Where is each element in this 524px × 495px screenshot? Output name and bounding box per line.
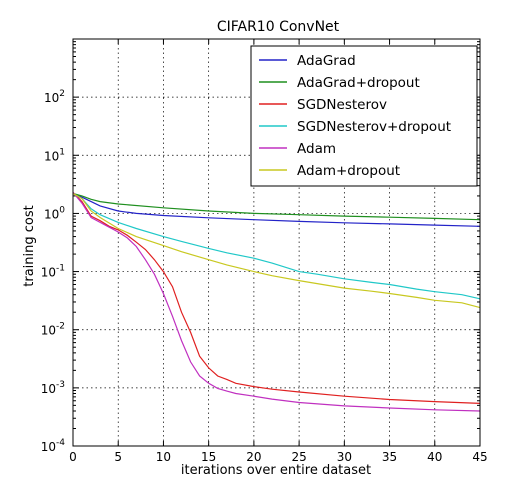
- x-tick-label: 35: [382, 450, 397, 464]
- legend-label: Adam+dropout: [297, 163, 400, 179]
- y-tick-label: 102: [44, 89, 65, 105]
- x-tick-label: 25: [291, 450, 306, 464]
- y-tick-label: 10-3: [41, 380, 65, 396]
- x-tick-label: 45: [472, 450, 487, 464]
- x-tick-label: 20: [246, 450, 261, 464]
- y-tick-label: 100: [44, 205, 65, 221]
- series-lines: [72, 191, 481, 412]
- legend-label: AdaGrad: [297, 53, 356, 69]
- series-line: [72, 192, 481, 309]
- legend-label: AdaGrad+dropout: [297, 75, 420, 91]
- x-tick-label: 40: [427, 450, 442, 464]
- series-line: [72, 192, 481, 300]
- x-tick-label: 30: [337, 450, 352, 464]
- x-tick-label: 15: [201, 450, 216, 464]
- series-line: [72, 191, 481, 404]
- legend: AdaGrad AdaGrad+dropout SGDNesterov SGDNest…: [250, 45, 478, 187]
- legend-label: SGDNesterov: [297, 97, 387, 113]
- x-tick-label: 5: [114, 450, 122, 464]
- chart-title: CIFAR10 ConvNet: [217, 19, 340, 35]
- y-tick-label: 101: [44, 147, 65, 163]
- x-tick-label: 10: [156, 450, 171, 464]
- y-tick-label: 10-4: [41, 438, 66, 454]
- x-tick-label: 0: [69, 450, 77, 464]
- x-axis-label: iterations over entire dataset: [181, 463, 371, 478]
- series-line: [72, 192, 481, 412]
- legend-label: SGDNesterov+dropout: [297, 119, 451, 135]
- plot-frame: [72, 38, 481, 447]
- series-line: [72, 192, 481, 221]
- series-line: [72, 192, 481, 227]
- y-tick-label: 10-1: [41, 264, 65, 280]
- legend-box: [250, 45, 478, 187]
- axis-ticks: 0 5 10 15 20 25 30 35 40 45 10-4 10-3 10-2 10-1 100 101…: [41, 39, 488, 464]
- legend-label: Adam: [297, 141, 336, 157]
- y-axis-label: training cost: [22, 205, 37, 286]
- y-tick-label: 10-2: [41, 322, 65, 338]
